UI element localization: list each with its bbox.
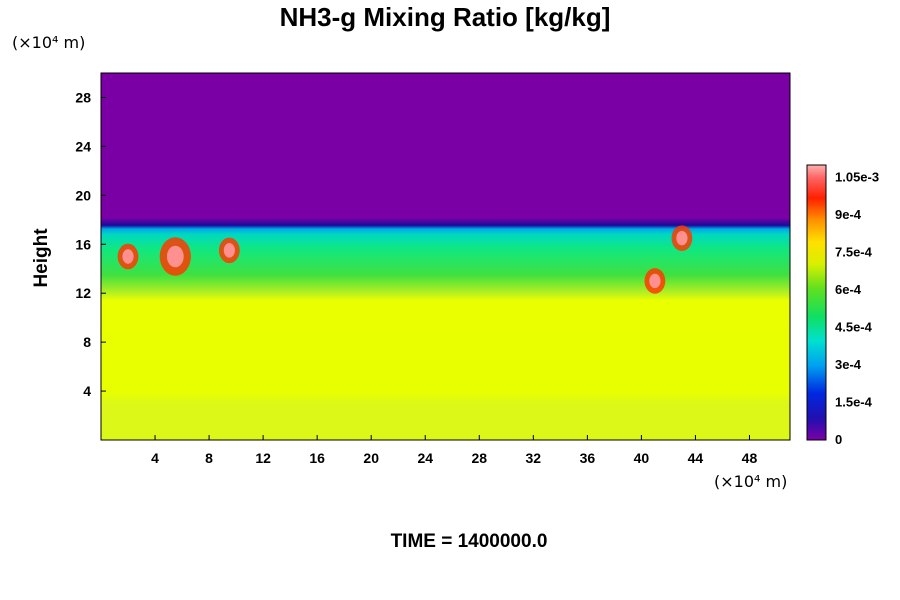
time-label: TIME = 1400000.0 bbox=[390, 531, 548, 552]
x-tick-label: 40 bbox=[634, 450, 650, 466]
colorbar-tick-group: 0 1.5e-4 3e-4 4.5e-4 6e-4 7.5e-4 9e-4 1.05e-3 bbox=[835, 170, 879, 448]
x-tick-label: 44 bbox=[688, 450, 704, 466]
x-tick-label: 28 bbox=[471, 450, 487, 466]
x-tick-label: 24 bbox=[417, 450, 433, 466]
x-tick-label: 16 bbox=[309, 450, 325, 466]
x-tick-label: 48 bbox=[742, 450, 758, 466]
colorbar-tick-label: 1.05e-3 bbox=[835, 170, 879, 185]
y-tick-label: 28 bbox=[75, 89, 91, 105]
chart-title: NH3-g Mixing Ratio [kg/kg] bbox=[279, 2, 611, 32]
hotspot-core bbox=[223, 243, 235, 258]
colorbar-tick-label: 0 bbox=[835, 432, 842, 447]
hotspot-core bbox=[122, 249, 134, 264]
x-tick-label: 36 bbox=[580, 450, 596, 466]
hotspot-core bbox=[676, 230, 688, 246]
x-tick-label: 12 bbox=[255, 450, 271, 466]
colorbar bbox=[806, 164, 827, 441]
colorbar-tick-label: 9e-4 bbox=[835, 207, 862, 222]
y-tick-group: 4 8 12 16 20 24 28 bbox=[75, 89, 106, 399]
y-tick-label: 16 bbox=[75, 236, 91, 252]
hotspot-core bbox=[649, 273, 661, 289]
colorbar-tick-label: 6e-4 bbox=[835, 282, 862, 297]
x-tick-label: 32 bbox=[526, 450, 542, 466]
x-tick-label: 4 bbox=[151, 450, 159, 466]
colorbar-tick-label: 7.5e-4 bbox=[835, 245, 873, 260]
colorbar-tick-label: 4.5e-4 bbox=[835, 320, 873, 335]
hotspot-core bbox=[166, 245, 184, 268]
y-tick-label: 4 bbox=[83, 383, 91, 399]
y-axis-unit: (×10⁴ m) bbox=[12, 33, 86, 52]
heatmap-field bbox=[101, 73, 790, 440]
colorbar-tick-label: 3e-4 bbox=[835, 357, 862, 372]
y-tick-label: 12 bbox=[75, 285, 91, 301]
x-tick-group: 4 8 12 16 20 24 28 32 36 40 44 48 bbox=[151, 435, 757, 466]
colorbar-tick-label: 1.5e-4 bbox=[835, 395, 873, 410]
hotspot-group bbox=[117, 225, 693, 294]
x-axis-unit: (×10⁴ m) bbox=[714, 472, 788, 491]
y-tick-label: 24 bbox=[75, 138, 91, 154]
x-tick-label: 20 bbox=[363, 450, 379, 466]
y-tick-label: 8 bbox=[83, 334, 91, 350]
x-tick-label: 8 bbox=[205, 450, 213, 466]
y-tick-label: 20 bbox=[75, 187, 91, 203]
plot-frame bbox=[100, 72, 791, 441]
